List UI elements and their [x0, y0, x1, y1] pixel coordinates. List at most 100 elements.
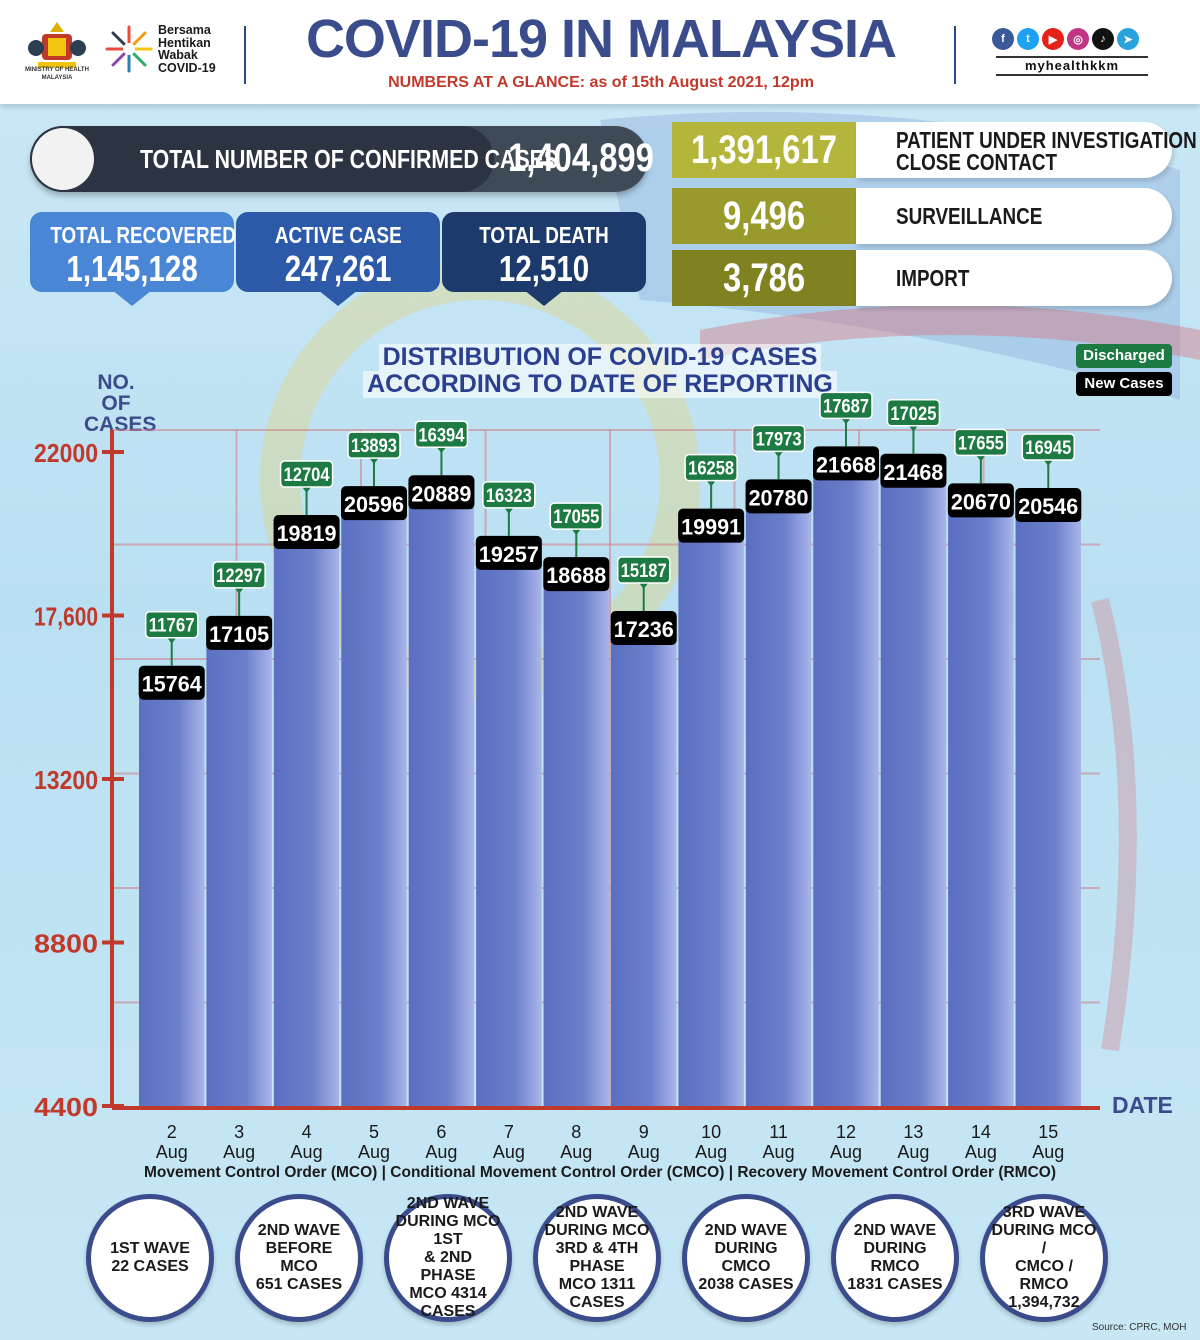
- twitter-icon[interactable]: t: [1017, 28, 1039, 50]
- new-cases-label: 19257: [479, 542, 539, 567]
- bar: [273, 533, 340, 1106]
- x-tick-label: 8: [571, 1122, 581, 1142]
- category-label: SURVEILLANCE: [856, 188, 1172, 244]
- x-tick-label: 2: [167, 1122, 177, 1142]
- bar-chart: 440088001320017,6002200015764117672Aug17…: [34, 391, 1100, 1162]
- bar: [1015, 506, 1081, 1107]
- wave-circle: 2ND WAVE DURING CMCO 2038 CASES: [682, 1194, 810, 1322]
- bar: [880, 471, 947, 1106]
- wave-circle: 2ND WAVE DURING RMCO 1831 CASES: [831, 1194, 959, 1322]
- new-cases-label-bg: [273, 515, 340, 550]
- wave-text-line: & 2ND PHASE: [420, 1249, 476, 1284]
- active-label: ACTIVE CASE: [236, 222, 440, 249]
- social-handle[interactable]: myhealthkkm: [996, 56, 1148, 76]
- new-cases-label: 20670: [951, 489, 1011, 514]
- confirmed-label: TOTAL NUMBER OF CONFIRMED CASES: [140, 144, 650, 175]
- wave-text: 2ND WAVE DURING RMCO 1831 CASES: [842, 1222, 948, 1294]
- bar: [408, 493, 475, 1106]
- discharged-label: 17055: [553, 507, 599, 528]
- discharged-label-bg: [347, 431, 401, 459]
- new-cases-label-bg: [678, 508, 745, 543]
- campaign-line: Hentikan: [158, 35, 211, 50]
- wave-text-line: 651 CASES: [255, 1276, 343, 1293]
- legend-discharged: Discharged: [1076, 344, 1172, 368]
- new-cases-label: 20546: [1018, 494, 1078, 519]
- new-cases-label: 18688: [546, 563, 606, 588]
- confirmed-value: 1,404,899: [508, 136, 686, 181]
- wave-text-line: 2038 CASES: [698, 1276, 794, 1293]
- legend-new-cases: New Cases: [1076, 372, 1172, 396]
- x-tick-label: 4: [302, 1122, 312, 1142]
- x-tick-label: Aug: [560, 1142, 592, 1162]
- y-axis-label: NO. OF CASES: [84, 371, 156, 435]
- wave-text: 2ND WAVE DURING MCO 3RD & 4TH PHASE MCO 131…: [544, 1204, 650, 1312]
- x-tick-label: 15: [1038, 1122, 1058, 1142]
- wave-text-line: 2ND WAVE: [555, 1204, 639, 1221]
- wave-text: 2ND WAVE DURING CMCO 2038 CASES: [693, 1222, 799, 1294]
- category-value: 3,786: [672, 250, 856, 306]
- facebook-icon[interactable]: f: [992, 28, 1014, 50]
- page-subtitle: NUMBERS AT A GLANCE: as of 15th August 2…: [388, 74, 814, 91]
- x-tick-label: Aug: [291, 1142, 323, 1162]
- x-axis-label: DATE: [1112, 1092, 1173, 1118]
- active-card: ACTIVE CASE 247,261: [236, 212, 440, 306]
- discharged-label-bg: [1021, 433, 1076, 461]
- category-value-text: 3,786: [722, 256, 806, 300]
- discharged-label: 16323: [486, 486, 532, 507]
- discharged-label-bg: [144, 610, 199, 639]
- wave-text-line: 1ST WAVE: [110, 1240, 190, 1257]
- wave-caption: Movement Control Order (MCO) | Condition…: [143, 1164, 1057, 1181]
- category-label: PATIENT UNDER INVESTIGATION / CLOSE CONT…: [856, 122, 1200, 178]
- category-surveillance: 9,496 SURVEILLANCE: [672, 188, 1172, 244]
- y-axis-label-line: NO. OF: [97, 371, 135, 415]
- x-tick-label: Aug: [156, 1142, 188, 1162]
- wave-text: 2ND WAVE BEFORE MCO 651 CASES: [246, 1222, 352, 1294]
- wave-text-line: DURING MCO 1ST: [395, 1213, 501, 1248]
- instagram-icon[interactable]: ◎: [1067, 28, 1089, 50]
- bar: [948, 501, 1014, 1106]
- wave-text-line: DURING CMCO: [714, 1240, 778, 1275]
- discharged-label-bg: [954, 428, 1008, 457]
- wave-text: 3RD WAVE DURING MCO / CMCO / RMCO 1,394,732: [991, 1204, 1097, 1312]
- telegram-icon[interactable]: ➤: [1117, 28, 1139, 50]
- x-tick-label: 7: [504, 1122, 514, 1142]
- recovered-pointer: [112, 290, 152, 306]
- discharged-label-bg: [414, 420, 469, 449]
- x-tick-label: Aug: [695, 1142, 727, 1162]
- category-label-text: IMPORT: [896, 265, 970, 291]
- category-label-text: SURVEILLANCE: [896, 203, 1043, 229]
- new-cases-label: 21468: [883, 460, 943, 485]
- discharged-label: 17025: [890, 404, 936, 425]
- wave-text-line: 2ND WAVE: [704, 1222, 788, 1239]
- new-cases-label: 19819: [277, 521, 337, 546]
- discharged-label-bg: [684, 453, 738, 482]
- wave-text-line: BEFORE MCO: [265, 1240, 333, 1275]
- discharged-label: 12704: [284, 465, 330, 486]
- wave-text-line: CASES: [569, 1294, 625, 1311]
- moh-crest-logo: [28, 22, 86, 68]
- discharged-label: 12297: [216, 566, 262, 587]
- tiktok-icon[interactable]: ♪: [1092, 28, 1114, 50]
- wave-text-line: CMCO / RMCO: [1015, 1258, 1073, 1293]
- new-cases-label-bg: [341, 486, 407, 521]
- x-tick-label: 3: [234, 1122, 244, 1142]
- discharged-label-bg: [549, 502, 604, 530]
- x-tick-label: Aug: [628, 1142, 660, 1162]
- chart-title-line: ACCORDING TO DATE OF REPORTING: [363, 371, 837, 398]
- discharged-label-bg: [886, 399, 941, 427]
- wave-circle: 2ND WAVE DURING MCO 1ST & 2ND PHASE MCO 431…: [384, 1194, 512, 1322]
- active-label-text: ACTIVE CASE: [274, 222, 402, 248]
- youtube-icon[interactable]: ▶: [1042, 28, 1064, 50]
- wave-text-line: 2ND WAVE: [406, 1195, 490, 1212]
- wave-text-line: 1831 CASES: [847, 1276, 943, 1293]
- category-label-text: PATIENT UNDER INVESTIGATION /: [896, 127, 1200, 153]
- discharged-label-bg: [279, 460, 334, 488]
- discharged-label: 15187: [621, 561, 667, 582]
- wave-circle: 1ST WAVE 22 CASES: [86, 1194, 214, 1322]
- campaign-sunburst-logo: [105, 25, 153, 73]
- campaign-text: Bersama Hentikan Wabak COVID-19: [158, 24, 216, 74]
- new-cases-label-bg: [745, 479, 812, 514]
- discharged-label-bg: [212, 561, 266, 589]
- discharged-label: 11767: [149, 616, 195, 637]
- wave-text-line: MCO 1311: [558, 1276, 636, 1293]
